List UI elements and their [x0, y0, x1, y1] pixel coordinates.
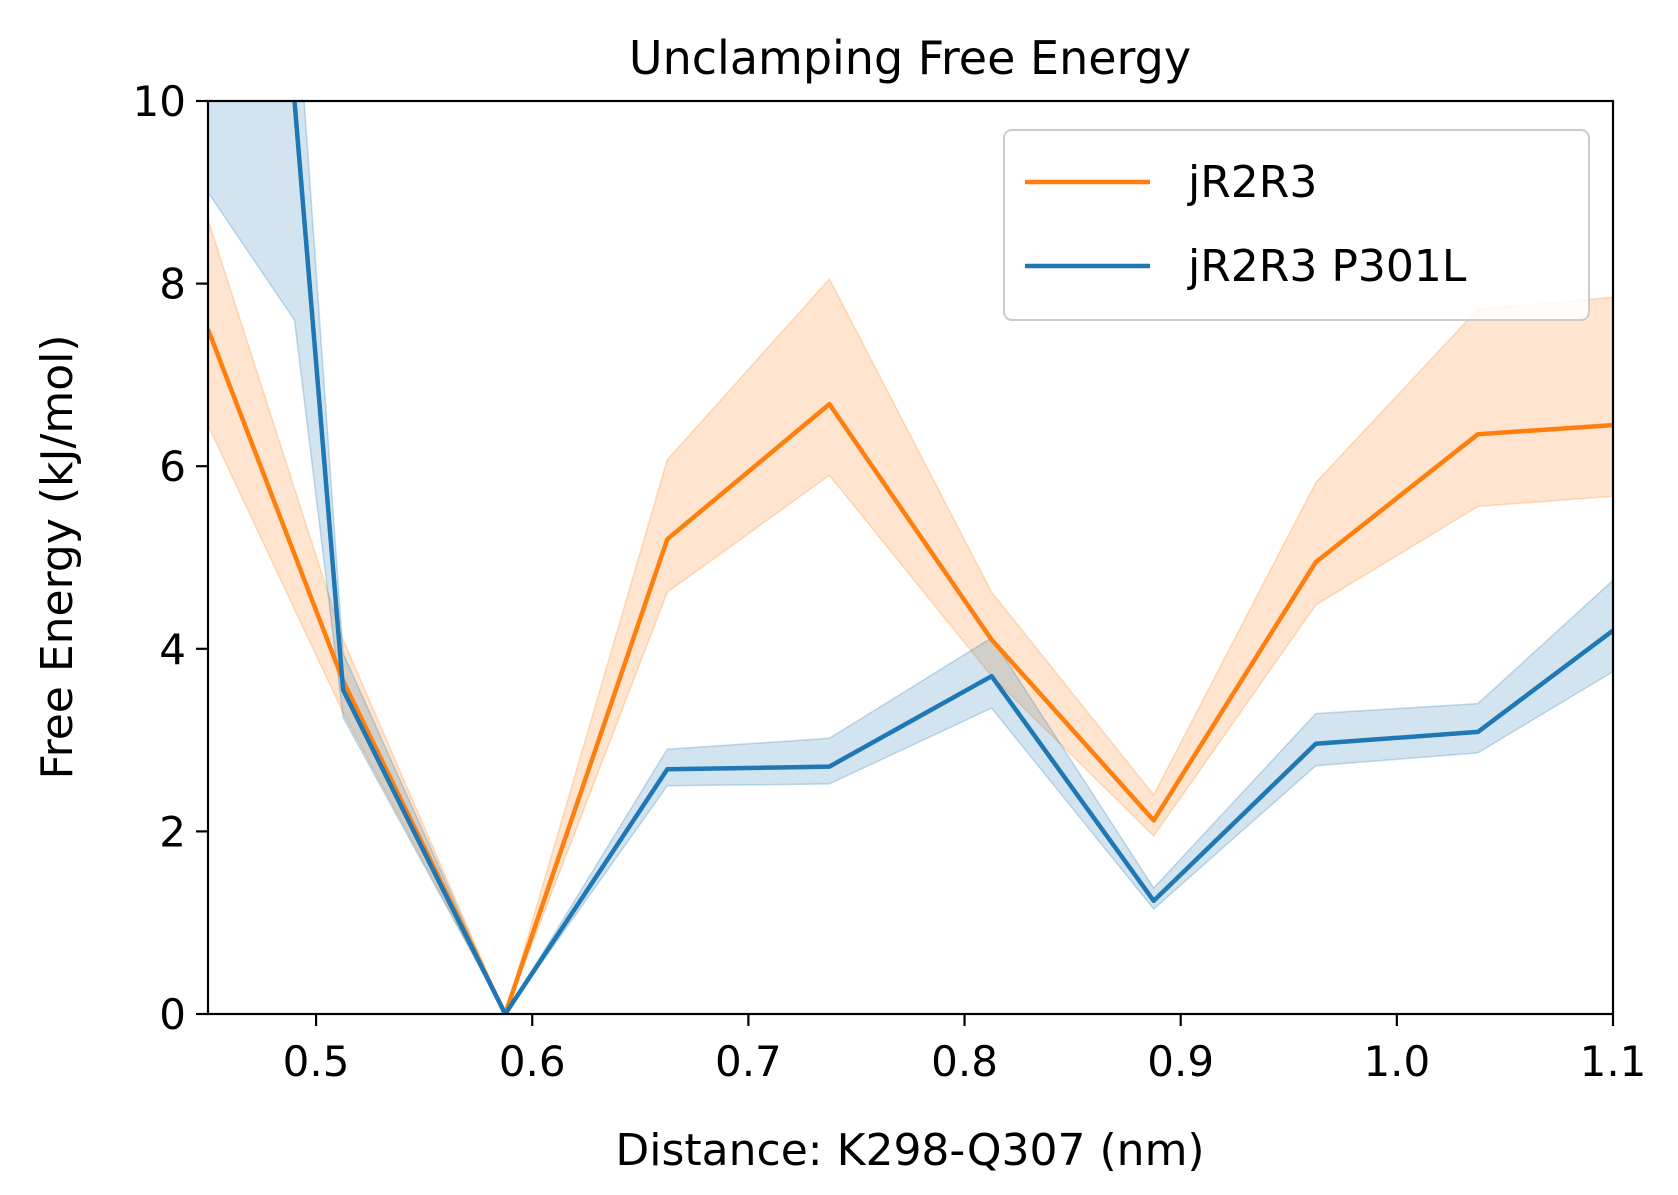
x-tick-label: 0.9	[1147, 1037, 1214, 1086]
legend-box	[1003, 129, 1590, 321]
legend: jR2R3 jR2R3 P301L	[1003, 129, 1590, 321]
plot-frame	[206, 99, 1615, 1016]
band-jr2r3	[208, 219, 1613, 1014]
x-tick-label: 1.0	[1363, 1037, 1430, 1086]
legend-label-jr2r3: jR2R3	[1187, 157, 1317, 208]
band-jr2r3-p301l	[208, 101, 1613, 1014]
y-axis-title: Free Energy (kJ/mol)	[32, 334, 83, 779]
y-tick-label: 8	[159, 260, 186, 309]
y-tick-label: 6	[159, 442, 186, 491]
x-tick-label: 0.8	[931, 1037, 998, 1086]
y-tick-label: 10	[133, 77, 186, 126]
y-tick-label: 2	[159, 807, 186, 856]
series-lines	[208, 101, 1613, 1014]
legend-label-jr2r3-p301l: jR2R3 P301L	[1187, 241, 1467, 292]
x-tick-label: 1.1	[1580, 1037, 1647, 1086]
x-axis-title: Distance: K298-Q307 (nm)	[615, 1125, 1204, 1176]
x-tick-label: 0.5	[283, 1037, 350, 1086]
x-tick-label: 0.7	[715, 1037, 782, 1086]
series-line-jr2r3-p301l	[291, 101, 1613, 1014]
x-axis-ticks: 0.5 0.6 0.7 0.8 0.9 1.0 1.1	[283, 1014, 1647, 1086]
y-tick-label: 0	[159, 990, 186, 1039]
y-axis-ticks: 0 2 4 6 8 10	[133, 77, 208, 1039]
confidence-bands	[208, 101, 1613, 1014]
chart-title: Unclamping Free Energy	[629, 31, 1191, 85]
y-tick-label: 4	[159, 625, 186, 674]
x-tick-label: 0.6	[499, 1037, 566, 1086]
